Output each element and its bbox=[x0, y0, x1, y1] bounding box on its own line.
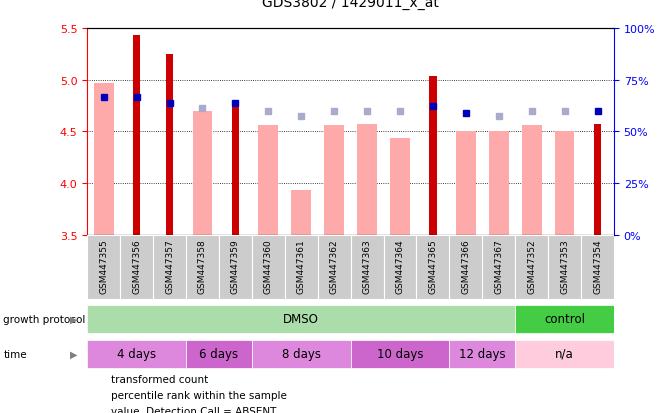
Bar bbox=[456, 132, 476, 235]
Text: growth protocol: growth protocol bbox=[3, 314, 86, 324]
Text: GSM447359: GSM447359 bbox=[231, 239, 240, 294]
Bar bbox=[450, 340, 515, 368]
Bar bbox=[384, 235, 417, 299]
Text: GSM447367: GSM447367 bbox=[495, 239, 503, 294]
Bar bbox=[153, 235, 186, 299]
Bar bbox=[193, 112, 212, 235]
Text: ▶: ▶ bbox=[70, 349, 77, 359]
Text: 8 days: 8 days bbox=[282, 347, 321, 360]
Text: GDS3802 / 1429011_x_at: GDS3802 / 1429011_x_at bbox=[262, 0, 439, 10]
Bar bbox=[258, 126, 278, 235]
Bar bbox=[166, 55, 173, 235]
Text: control: control bbox=[544, 312, 585, 325]
Text: GSM447358: GSM447358 bbox=[198, 239, 207, 294]
Text: GSM447355: GSM447355 bbox=[99, 239, 108, 294]
Text: GSM447363: GSM447363 bbox=[362, 239, 372, 294]
Text: transformed count: transformed count bbox=[111, 375, 208, 385]
Bar bbox=[186, 340, 252, 368]
Bar bbox=[252, 340, 350, 368]
Bar bbox=[515, 305, 614, 333]
Text: time: time bbox=[3, 349, 27, 359]
Bar bbox=[429, 76, 437, 235]
Text: GSM447364: GSM447364 bbox=[395, 239, 405, 293]
Bar bbox=[94, 84, 113, 235]
Text: GSM447361: GSM447361 bbox=[297, 239, 306, 294]
Text: GSM447366: GSM447366 bbox=[462, 239, 470, 294]
Text: GSM447352: GSM447352 bbox=[527, 239, 536, 293]
Text: n/a: n/a bbox=[555, 347, 574, 360]
Text: ▶: ▶ bbox=[70, 314, 77, 324]
Bar bbox=[285, 235, 317, 299]
Text: 10 days: 10 days bbox=[376, 347, 423, 360]
Text: GSM447357: GSM447357 bbox=[165, 239, 174, 294]
Text: DMSO: DMSO bbox=[283, 312, 319, 325]
Bar bbox=[87, 305, 515, 333]
Bar bbox=[317, 235, 351, 299]
Text: GSM447365: GSM447365 bbox=[428, 239, 437, 294]
Bar bbox=[581, 235, 614, 299]
Bar bbox=[186, 235, 219, 299]
Text: 4 days: 4 days bbox=[117, 347, 156, 360]
Text: GSM447356: GSM447356 bbox=[132, 239, 141, 294]
Bar bbox=[482, 235, 515, 299]
Bar bbox=[390, 138, 410, 235]
Text: 12 days: 12 days bbox=[459, 347, 505, 360]
Bar bbox=[252, 235, 285, 299]
Bar bbox=[219, 235, 252, 299]
Bar bbox=[324, 126, 344, 235]
Bar bbox=[133, 36, 140, 235]
Bar bbox=[231, 103, 239, 235]
Text: GSM447362: GSM447362 bbox=[329, 239, 339, 293]
Bar bbox=[291, 191, 311, 235]
Bar bbox=[120, 235, 153, 299]
Bar bbox=[548, 235, 581, 299]
Bar bbox=[522, 126, 541, 235]
Bar bbox=[515, 235, 548, 299]
Bar bbox=[351, 340, 450, 368]
Bar bbox=[351, 235, 384, 299]
Text: percentile rank within the sample: percentile rank within the sample bbox=[111, 390, 287, 400]
Text: 6 days: 6 days bbox=[199, 347, 238, 360]
Bar bbox=[450, 235, 482, 299]
Bar bbox=[489, 132, 509, 235]
Bar bbox=[87, 235, 120, 299]
Bar bbox=[555, 132, 574, 235]
Text: GSM447360: GSM447360 bbox=[264, 239, 273, 294]
Text: GSM447353: GSM447353 bbox=[560, 239, 569, 294]
Bar bbox=[594, 125, 601, 235]
Text: value, Detection Call = ABSENT: value, Detection Call = ABSENT bbox=[111, 406, 276, 413]
Text: GSM447354: GSM447354 bbox=[593, 239, 602, 293]
Bar bbox=[515, 340, 614, 368]
Bar bbox=[417, 235, 450, 299]
Bar bbox=[357, 125, 377, 235]
Bar bbox=[87, 340, 186, 368]
